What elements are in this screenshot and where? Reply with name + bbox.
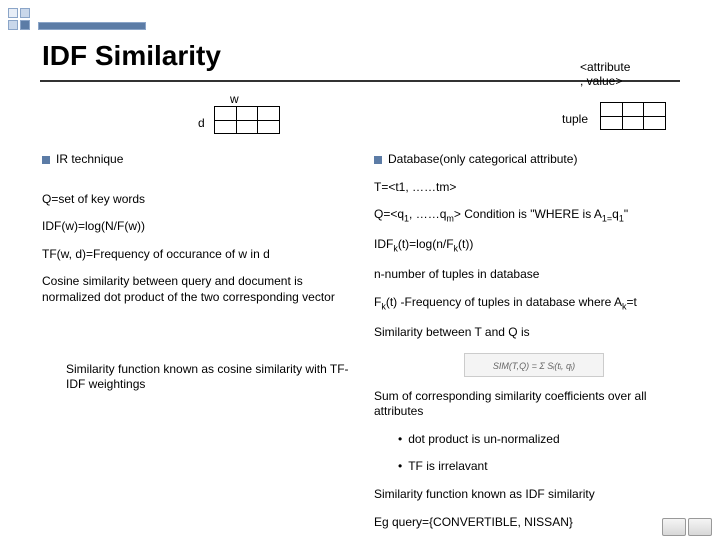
formula-image: SIM(T,Q) = Σ Sᵢ(tᵢ, qᵢ): [464, 353, 604, 377]
n-number-text: n-number of tuples in database: [374, 267, 694, 283]
idf-w-text: IDF(w)=log(N/F(w)): [42, 219, 352, 235]
attribute-value-label: <attribute , value>: [580, 60, 630, 89]
left-grid: [214, 106, 280, 134]
slide-decoration: [8, 8, 148, 32]
eg-text: Eg query={CONVERTIBLE, NISSAN}: [374, 515, 694, 531]
cosine-text: Cosine similarity between query and docu…: [42, 274, 352, 305]
t-eq-text: T=<t1, ……tm>: [374, 180, 694, 196]
similarity-known-text: Similarity function known as cosine simi…: [42, 362, 352, 393]
db-only-text: Database(only categorical attribute): [388, 152, 577, 166]
bullet-icon: [42, 156, 50, 164]
ir-technique-line: IR technique: [42, 152, 352, 168]
dot-unnorm-text: dot product is un-normalized: [374, 432, 694, 448]
db-only-line: Database(only categorical attribute): [374, 152, 694, 168]
nav-prev-button[interactable]: [662, 518, 686, 536]
fk-text: Fk(t) -Frequency of tuples in database w…: [374, 295, 694, 313]
q-eq-text: Q=<q1, ……qm> Condition is "WHERE is A1=q…: [374, 207, 694, 225]
right-column: Database(only categorical attribute) T=<…: [374, 152, 694, 542]
tuple-label: tuple: [562, 112, 588, 126]
formula-placeholder: SIM(T,Q) = Σ Sᵢ(tᵢ, qᵢ): [374, 353, 694, 377]
left-column: IR technique Q=set of key words IDF(w)=l…: [42, 152, 352, 405]
sim-tq-text: Similarity between T and Q is: [374, 325, 694, 341]
slide-nav: [662, 518, 712, 536]
q-set-text: Q=set of key words: [42, 192, 352, 208]
right-grid: [600, 102, 666, 130]
tf-irr-text: TF is irrelavant: [374, 459, 694, 475]
w-label: w: [230, 92, 239, 106]
d-label: d: [198, 116, 205, 130]
sum-coeff-text: Sum of corresponding similarity coeffici…: [374, 389, 694, 420]
tf-text: TF(w, d)=Frequency of occurance of w in …: [42, 247, 352, 263]
nav-next-button[interactable]: [688, 518, 712, 536]
ir-technique-text: IR technique: [56, 152, 123, 166]
slide-title: IDF Similarity: [42, 40, 221, 72]
sim-idf-text: Similarity function known as IDF similar…: [374, 487, 694, 503]
idfk-text: IDFk(t)=log(n/Fk(t)): [374, 237, 694, 255]
bullet-icon: [374, 156, 382, 164]
